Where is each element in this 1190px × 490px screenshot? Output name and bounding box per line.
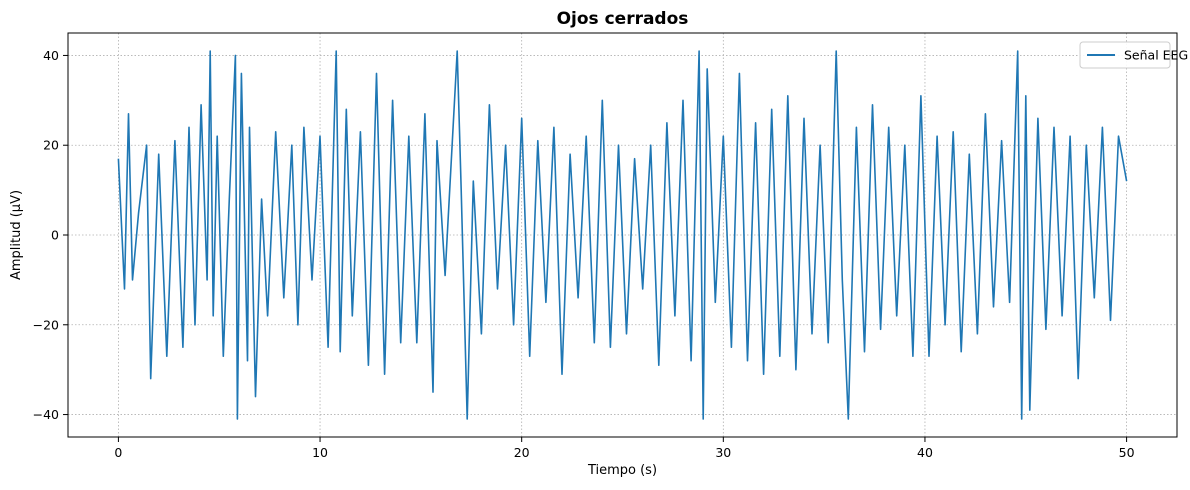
x-tick-label: 30 bbox=[715, 445, 731, 460]
y-tick-label: 20 bbox=[43, 138, 59, 153]
x-axis: 0 10 20 30 40 50 bbox=[114, 437, 1135, 460]
y-tick-label: 40 bbox=[43, 48, 59, 63]
y-axis: −40 −20 0 20 40 bbox=[33, 48, 68, 422]
y-tick-label: 0 bbox=[51, 228, 59, 243]
y-axis-title: Amplitud (µV) bbox=[9, 190, 24, 280]
y-tick-label: −20 bbox=[33, 317, 59, 332]
y-tick-label: −40 bbox=[33, 407, 59, 422]
legend-label: Señal EEG bbox=[1124, 48, 1188, 63]
x-tick-label: 10 bbox=[312, 445, 328, 460]
x-tick-label: 50 bbox=[1119, 445, 1135, 460]
legend-box bbox=[1079, 41, 1171, 69]
legend: Señal EEG bbox=[1079, 41, 1188, 69]
x-tick-label: 40 bbox=[917, 445, 933, 460]
x-tick-label: 0 bbox=[114, 445, 122, 460]
series-line-eeg bbox=[117, 50, 1128, 420]
series-layer bbox=[117, 50, 1128, 420]
x-tick-label: 20 bbox=[514, 445, 530, 460]
chart-title: Ojos cerrados bbox=[557, 9, 689, 29]
x-axis-title: Tiempo (s) bbox=[587, 463, 657, 478]
